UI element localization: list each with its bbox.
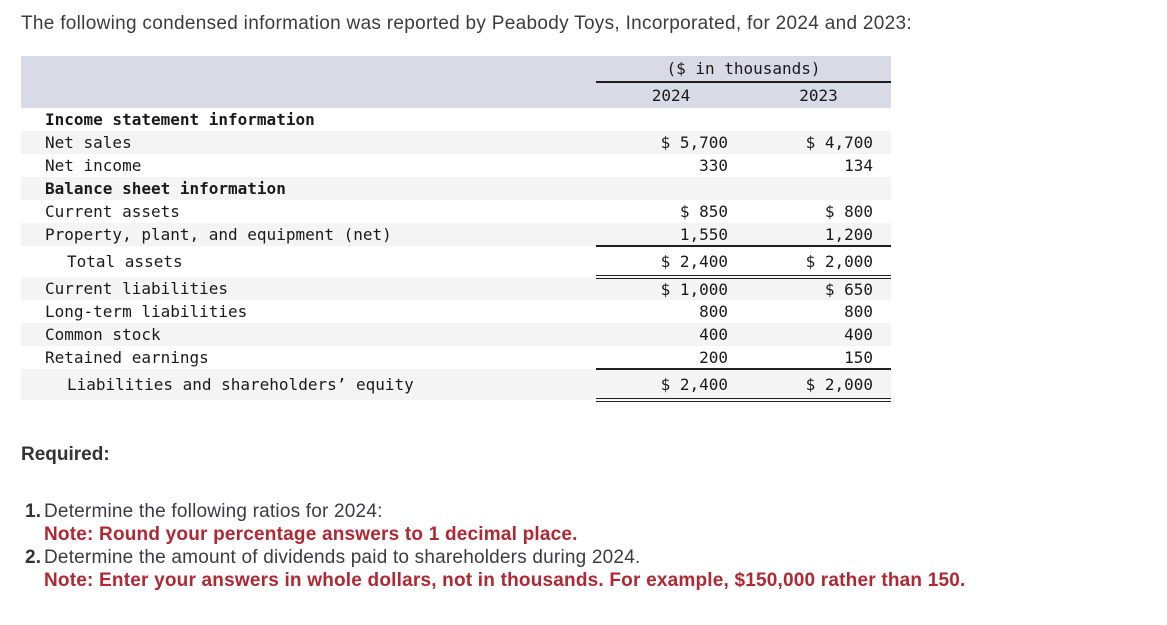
row-label: Net sales <box>45 133 132 152</box>
value-2023: $ 4,700 <box>805 133 873 152</box>
value-2024: 400 <box>699 325 728 344</box>
table-row-total-assets: Total assets $ 2,400 $ 2,000 <box>21 246 891 279</box>
value-2024: 330 <box>699 156 728 175</box>
row-label: Liabilities and shareholders’ equity <box>67 375 414 394</box>
table-body: Income statement information Net sales $… <box>21 108 891 402</box>
value-2024: 1,550 <box>596 223 746 247</box>
item-number: 1. <box>25 501 42 522</box>
value-2023: 800 <box>844 302 873 321</box>
row-label: Net income <box>45 156 142 175</box>
value-2024 <box>596 108 746 131</box>
required-item-1: 1. Determine the following ratios for 20… <box>21 500 1167 523</box>
unit-header-row: ($ in thousands) <box>21 56 891 83</box>
value-2023: $ 2,000 <box>746 369 891 402</box>
year-header-2023: 2023 <box>799 86 838 105</box>
table-row-current-assets: Current assets $ 850 $ 800 <box>21 200 891 223</box>
value-2023: $ 2,000 <box>746 246 891 279</box>
table-header: ($ in thousands) 2024 2023 <box>21 56 891 108</box>
table-row-liabilities-and-equity: Liabilities and shareholders’ equity $ 2… <box>21 369 891 402</box>
required-note-2: Note: Enter your answers in whole dollar… <box>44 570 966 591</box>
value-2024: $ 2,400 <box>596 369 746 402</box>
row-label: Total assets <box>67 252 183 271</box>
item-text: Determine the amount of dividends paid t… <box>44 547 641 568</box>
value-2023: $ 800 <box>824 202 873 221</box>
value-2023: 134 <box>844 156 873 175</box>
value-2023: 150 <box>746 346 891 370</box>
financial-table: ($ in thousands) 2024 2023 Income statem… <box>21 56 891 402</box>
row-label: Current assets <box>45 202 180 221</box>
value-2024: $ 5,700 <box>660 133 728 152</box>
table-row-common-stock: Common stock 400 400 <box>21 323 891 346</box>
item-number: 2. <box>25 547 42 568</box>
header-spacer <box>21 82 596 108</box>
value-2023: 400 <box>844 325 873 344</box>
table-row-long-term-liabilities: Long-term liabilities 800 800 <box>21 300 891 323</box>
required-item-2: 2. Determine the amount of dividends pai… <box>21 546 1167 569</box>
required-heading: Required: <box>21 444 110 465</box>
year-header-2024: 2024 <box>651 86 691 105</box>
value-2024 <box>596 177 746 200</box>
row-label: Retained earnings <box>45 348 209 367</box>
required-note-1: Note: Round your percentage answers to 1… <box>44 524 578 545</box>
row-label: Property, plant, and equipment (net) <box>45 225 392 244</box>
table-row-current-liabilities: Current liabilities $ 1,000 $ 650 <box>21 277 891 300</box>
header-spacer <box>21 56 596 82</box>
row-label: Current liabilities <box>45 279 229 298</box>
row-label: Long-term liabilities <box>45 302 248 321</box>
value-2024: $ 850 <box>679 202 728 221</box>
table-row-ppe-net: Property, plant, and equipment (net) 1,5… <box>21 223 891 247</box>
row-label: Balance sheet information <box>45 179 286 198</box>
value-2023 <box>746 108 891 131</box>
value-2023 <box>746 177 891 200</box>
table-row-net-income: Net income 330 134 <box>21 154 891 177</box>
row-label: Common stock <box>45 325 161 344</box>
table-row-retained-earnings: Retained earnings 200 150 <box>21 346 891 370</box>
value-2023: 1,200 <box>746 223 891 247</box>
value-2024: $ 2,400 <box>596 246 746 279</box>
table-row-net-sales: Net sales $ 5,700 $ 4,700 <box>21 131 891 154</box>
value-2024: 800 <box>699 302 728 321</box>
table-row-balance-sheet-section: Balance sheet information <box>21 177 891 200</box>
value-2024: $ 1,000 <box>660 280 728 299</box>
required-list: 1. Determine the following ratios for 20… <box>21 500 1167 592</box>
value-2023: $ 650 <box>824 280 873 299</box>
item-text: Determine the following ratios for 2024: <box>44 501 383 522</box>
unit-header: ($ in thousands) <box>596 56 891 83</box>
table-row-income-statement-section: Income statement information <box>21 108 891 131</box>
page-title: The following condensed information was … <box>21 13 912 34</box>
value-2024: 200 <box>596 346 746 370</box>
page: The following condensed information was … <box>21 13 1167 592</box>
year-header-row: 2024 2023 <box>21 82 891 108</box>
row-label: Income statement information <box>45 110 315 129</box>
